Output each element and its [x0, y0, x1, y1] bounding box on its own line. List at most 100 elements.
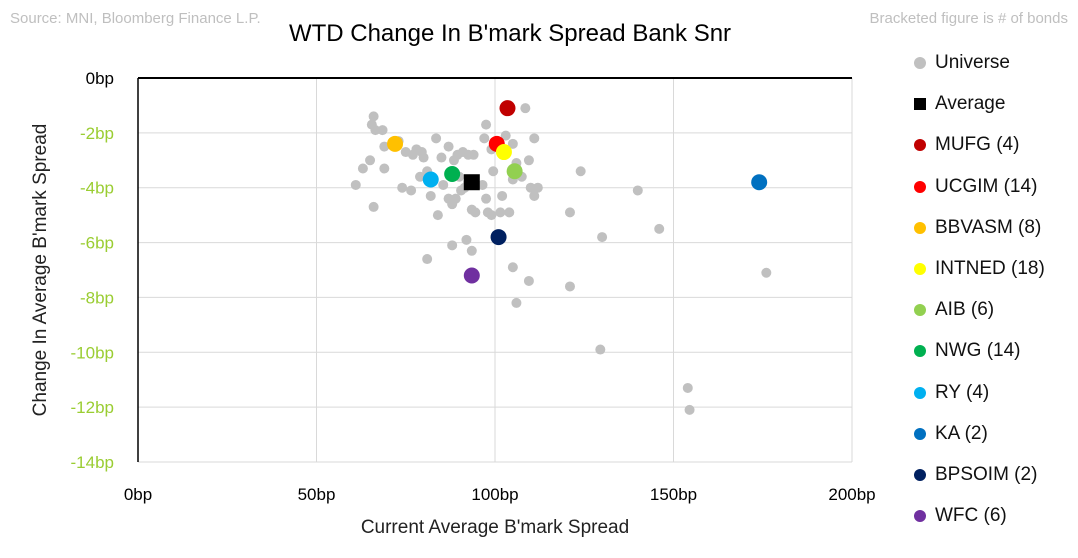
y-tick-label: -2bp [80, 124, 114, 143]
x-tick-label: 50bp [298, 485, 336, 504]
universe-point [461, 234, 472, 245]
universe-point [357, 163, 368, 174]
universe-point [495, 207, 506, 218]
universe-point [470, 207, 481, 218]
y-tick-label: -14bp [71, 453, 114, 472]
x-tick-labels: 0bp 50bp 100bp 150bp 200bp [124, 485, 876, 504]
grid-lines [138, 78, 853, 463]
average-point [463, 174, 480, 191]
legend-item-ry-marker [914, 386, 926, 399]
x-tick-label: 150bp [650, 485, 697, 504]
bpsoim-point [490, 229, 507, 246]
universe-point [761, 267, 772, 278]
ry-point [422, 171, 439, 188]
legend-item-universe: Universe [914, 50, 1010, 76]
legend-item-ucgim: UCGIM (14) [914, 174, 1037, 200]
universe-point [431, 133, 442, 144]
universe-point [523, 155, 534, 166]
universe-point [368, 111, 379, 122]
y-tick-label: -10bp [71, 343, 114, 362]
legend-item-universe-marker [914, 57, 926, 69]
wfc-point [463, 267, 480, 284]
universe-point [415, 171, 426, 182]
y-axis-title: Change In Average B'mark Spread [30, 124, 51, 417]
universe-point [443, 141, 454, 152]
legend-item-bbvasm-label: BBVASM (8) [935, 216, 1042, 238]
legend-item-ucgim-label: UCGIM (14) [935, 175, 1038, 197]
legend-item-ucgim-marker [914, 180, 926, 193]
aib-point [506, 163, 523, 180]
universe-point [486, 210, 497, 221]
legend-item-nwg: NWG (14) [914, 338, 1021, 364]
universe-point [575, 166, 586, 177]
legend-item-ka-marker [914, 427, 926, 440]
universe-point [418, 152, 429, 163]
legend-item-average-marker [914, 98, 926, 111]
bond-count-note: Bracketed figure is # of bonds [869, 10, 1068, 27]
bbvasm-point [387, 135, 404, 152]
nwg-point [444, 166, 461, 182]
universe-point [504, 207, 515, 218]
legend-item-aib-label: AIB (6) [935, 299, 995, 321]
legend-item-ka-label: KA (2) [935, 422, 988, 444]
x-tick-label: 0bp [124, 485, 152, 504]
universe-point [365, 155, 376, 166]
universe-point [377, 125, 388, 136]
legend-item-ry-label: RY (4) [935, 381, 990, 403]
legend-item-nwg-label: NWG (14) [935, 340, 1021, 362]
legend-item-intned-marker [914, 263, 926, 275]
universe-point [450, 193, 461, 204]
universe-point [477, 179, 488, 190]
universe-point [500, 130, 511, 141]
universe-point [682, 382, 693, 393]
legend-item-intned-label: INTNED (18) [935, 258, 1045, 279]
universe-point [497, 190, 508, 201]
legend-item-wfc-label: WFC (6) [935, 505, 1007, 527]
universe-points [350, 103, 772, 415]
legend-item-bbvasm-marker [914, 221, 926, 234]
y-tick-labels: 0bp -2bp -4bp -6bp -8bp -10bp -12bp -14bp [71, 69, 114, 472]
universe-point [432, 210, 443, 221]
universe-point [379, 141, 390, 152]
universe-point [379, 163, 390, 174]
universe-point [436, 152, 447, 163]
legend-item-nwg-marker [914, 345, 926, 358]
universe-point [350, 179, 361, 190]
universe-point [479, 133, 490, 144]
universe-point [370, 125, 381, 136]
universe-point [520, 103, 531, 114]
highlight-points [387, 100, 768, 284]
mufg-point [499, 100, 516, 117]
x-tick-label: 200bp [828, 485, 875, 504]
universe-point [397, 182, 408, 193]
universe-point [529, 190, 540, 201]
legend-item-universe-label: Universe [935, 52, 1010, 73]
y-tick-label: -4bp [80, 179, 114, 198]
y-tick-label: -12bp [71, 398, 114, 417]
legend-item-bpsoim: BPSOIM (2) [914, 462, 1037, 488]
universe-point [511, 297, 522, 308]
universe-point [406, 185, 417, 196]
universe-point [368, 201, 379, 212]
x-tick-label: 100bp [471, 485, 518, 504]
intned-point [495, 144, 512, 161]
universe-point [507, 262, 518, 273]
legend-item-ry: RY (4) [914, 380, 989, 406]
ka-point [751, 174, 768, 191]
y-tick-label: -6bp [80, 234, 114, 253]
legend-item-ka: KA (2) [914, 421, 988, 447]
universe-point [654, 223, 665, 234]
legend-item-bbvasm: BBVASM (8) [914, 215, 1041, 241]
scatter-chart: 0bp 50bp 100bp 150bp 200bp 0bp -2bp -4bp -6bp -8… [30, 69, 876, 538]
universe-point [532, 182, 543, 193]
legend-item-wfc-marker [914, 510, 926, 523]
universe-point [523, 275, 534, 286]
legend-item-average-label: Average [935, 93, 1006, 115]
universe-point [632, 185, 643, 196]
universe-point [529, 133, 540, 144]
legend-item-bpsoim-label: BPSOIM (2) [935, 464, 1038, 485]
legend-item-mufg-label: MUFG (4) [935, 134, 1020, 156]
universe-point [466, 245, 477, 256]
universe-point [425, 190, 436, 201]
universe-point [684, 404, 695, 415]
